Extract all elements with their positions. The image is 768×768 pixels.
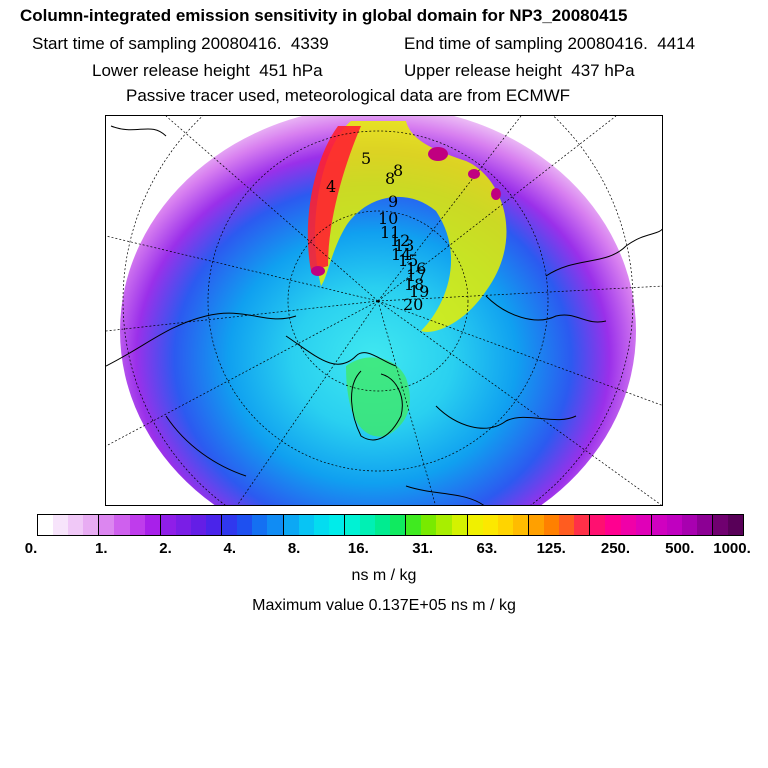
colorbar-cell: [68, 515, 84, 535]
colorbar-cell: [590, 515, 606, 535]
colorbar-tick-label: 16.: [347, 540, 369, 557]
lower-release-height-label: Lower release height 451 hPa: [92, 61, 323, 80]
trajectory-label: 4: [326, 177, 336, 196]
emission-sensitivity-map: 4 5 8 8 9 10 11 12 13 14 15 16 17 18 19 20: [105, 115, 663, 506]
colorbar-cell: [175, 515, 191, 535]
trajectory-label: 11: [380, 223, 400, 242]
coastlines: [106, 125, 662, 505]
colorbar-cell: [406, 515, 422, 535]
colorbar-cell: [728, 515, 744, 535]
colorbar-cell: [99, 515, 115, 535]
colorbar-cell: [697, 515, 714, 535]
colorbar-cell: [328, 515, 345, 535]
colorbar-tick-label: 63.: [476, 540, 498, 557]
colorbar-cell: [451, 515, 468, 535]
colorbar-cell: [53, 515, 69, 535]
trajectory-label: 9: [388, 192, 398, 211]
colorbar-tick-label: 2.: [159, 540, 172, 557]
colorbar-tick-label: 8.: [287, 540, 301, 557]
colorbar-cell: [267, 515, 284, 535]
trajectory-label: 13: [394, 236, 414, 255]
colorbar-cell: [206, 515, 223, 535]
trajectory-label: 16: [406, 259, 426, 278]
colorbar-tick-label: 250.: [600, 540, 631, 557]
colorbar-cell: [38, 515, 54, 535]
high-sensitivity-source-patches: [311, 147, 501, 276]
colorbar-cell: [544, 515, 560, 535]
colorbar-tick-label: 0.: [24, 540, 38, 557]
colorbar-cell: [359, 515, 376, 535]
colorbar-cell: [512, 515, 529, 535]
trajectory-label: 12: [390, 231, 410, 250]
colorbar-cell: [190, 515, 207, 535]
trajectory-label: 8: [393, 161, 403, 180]
colorbar-cell: [497, 515, 513, 535]
colorbar-cell: [651, 515, 667, 535]
tracer-note-label: Passive tracer used, meteorological data…: [126, 86, 571, 105]
colorbar-cell: [237, 515, 253, 535]
colorbar-cell: [467, 515, 483, 535]
colorbar-cell: [344, 515, 360, 535]
colorbar-unit-label: ns m / kg: [351, 567, 417, 584]
trajectory-label: 14: [391, 245, 411, 264]
colorbar-tick-label: 4.: [223, 540, 237, 557]
trajectory-label: 5: [361, 149, 371, 168]
colorbar-cell: [605, 515, 621, 535]
colorbar-tick-label: 125.: [536, 540, 566, 557]
colorbar-cell: [681, 515, 698, 535]
colorbar-cell: [436, 515, 452, 535]
colorbar-cell: [313, 515, 329, 535]
arctic-green-region: [346, 357, 410, 437]
end-time-label: End time of sampling 20080416. 4414: [404, 34, 696, 53]
colorbar-cell: [559, 515, 575, 535]
colorbar-tick-label: 1000.: [713, 540, 751, 557]
colorbar-cell: [298, 515, 314, 535]
trajectory-label: 8: [385, 169, 395, 188]
sensitivity-field: [120, 116, 636, 505]
colorbar-cell: [160, 515, 176, 535]
colorbar-cell: [635, 515, 652, 535]
colorbar-cell: [252, 515, 268, 535]
colorbar-cell: [83, 515, 100, 535]
trajectory-label: 18: [404, 275, 424, 294]
colorbar-cell: [574, 515, 591, 535]
trajectory-label: 10: [378, 209, 398, 228]
colorbar-cell: [390, 515, 407, 535]
colorbar-cell: [283, 515, 299, 535]
colorbar-cell: [129, 515, 145, 535]
maximum-value-label: Maximum value 0.137E+05 ns m / kg: [252, 597, 516, 614]
colorbar-cell: [222, 515, 238, 535]
colorbar-cell: [713, 515, 729, 535]
colorbar-tick-label: 31.: [412, 540, 434, 557]
graticule: [106, 116, 662, 505]
colorbar-cell: [114, 515, 130, 535]
colorbar-cell: [482, 515, 498, 535]
colorbar-cell: [666, 515, 682, 535]
plot-title: Column-integrated emission sensitivity i…: [20, 6, 628, 25]
colorbar-cell: [144, 515, 161, 535]
trajectory-label: 20: [403, 295, 423, 314]
peak-sensitivity-band: [307, 126, 361, 271]
colorbar-cell: [529, 515, 545, 535]
colorbar-tick-label: 500.: [665, 540, 695, 557]
colorbar-tick-label: 1.: [95, 540, 108, 557]
trajectory-label: 17: [406, 266, 426, 285]
colorbar-cell: [375, 515, 391, 535]
colorbar-cell: [620, 515, 636, 535]
colorbar: [37, 514, 744, 536]
trajectory-label: 19: [409, 282, 429, 301]
colorbar-cell: [421, 515, 437, 535]
high-sensitivity-band: [315, 121, 507, 332]
trajectory-label: 15: [398, 251, 418, 270]
upper-release-height-label: Upper release height 437 hPa: [404, 61, 635, 80]
start-time-label: Start time of sampling 20080416. 4339: [32, 34, 329, 53]
